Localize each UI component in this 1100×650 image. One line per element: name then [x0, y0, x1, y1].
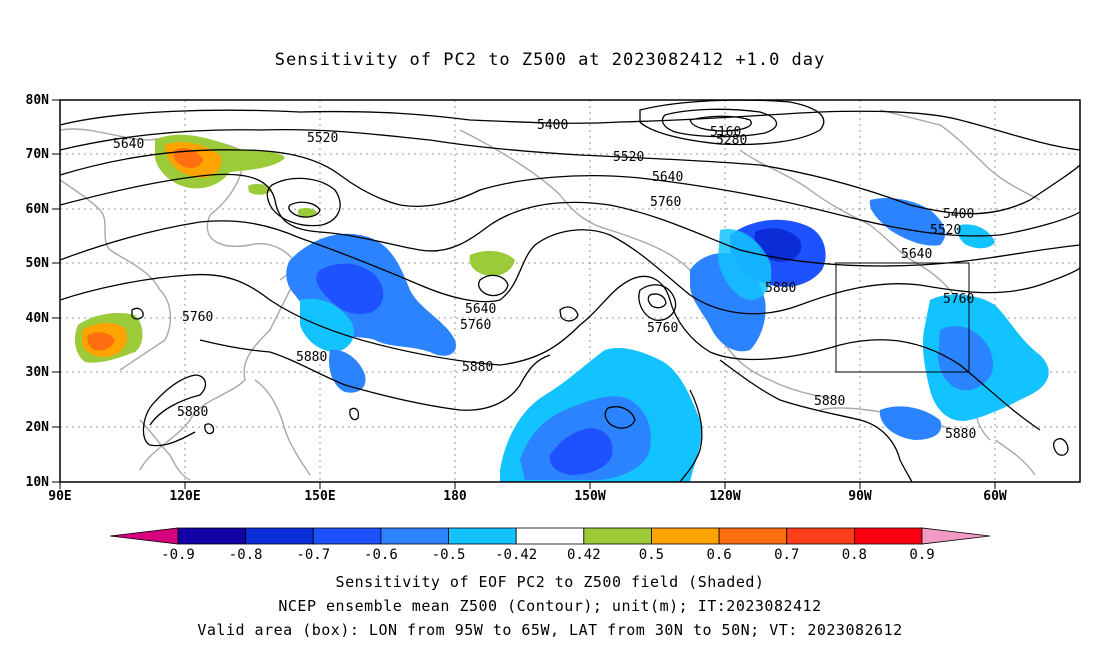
colorbar-label: -0.9: [161, 547, 195, 563]
contour-label: 5400: [943, 207, 974, 222]
colorbar-swatch: [515, 527, 585, 545]
lon-label: 180: [443, 489, 467, 504]
contour-label: 5760: [650, 195, 681, 210]
lat-label: 30N: [26, 365, 50, 380]
lat-label: 50N: [26, 256, 50, 271]
colorbar-swatch: [312, 527, 382, 545]
plot-frame: [59, 99, 1081, 483]
contour-label: 5520: [307, 131, 338, 146]
contour-label: 5880: [296, 350, 327, 365]
contour-labels: 5640 5520 5400 5160 5280 5520 5640 5760 …: [113, 118, 976, 442]
colorbar-label: -0.42: [495, 547, 537, 563]
lon-label: 120W: [709, 489, 740, 504]
contour-label: 5280: [716, 133, 747, 148]
contour-label: 5880: [945, 427, 976, 442]
negative-shading: [286, 198, 1049, 482]
contour-label: 5640: [652, 170, 683, 185]
colorbar-label: -0.6: [364, 547, 398, 563]
lon-label: 90E: [48, 489, 71, 504]
contour-label: 5640: [901, 247, 932, 262]
z500-contours: [59, 99, 1081, 483]
lon-label: 60W: [983, 489, 1007, 504]
contour-label: 5760: [460, 318, 491, 333]
contour-label: 5640: [465, 302, 496, 317]
colorbar-label: 0.5: [639, 547, 664, 563]
valid-area-box: [835, 262, 970, 373]
contour-label: 5400: [537, 118, 568, 133]
lat-label: 60N: [26, 202, 50, 217]
colorbar-labels: -0.9 -0.8 -0.7 -0.6 -0.5 -0.42 0.42 0.5 0.6 0.7 0.…: [161, 547, 935, 563]
colorbar-label: 0.8: [842, 547, 867, 563]
colorbar-label: -0.5: [432, 547, 466, 563]
lon-label: 150W: [574, 489, 605, 504]
colorbar-label: 0.6: [706, 547, 731, 563]
colorbar-swatch: [380, 527, 449, 545]
colorbar: [109, 527, 991, 545]
lon-labels: 90E 120E 150E 180 150W 120W 90W 60W: [48, 489, 1007, 504]
colorbar-swatch: [718, 527, 788, 545]
contour-label: 5520: [613, 150, 644, 165]
map-title: Sensitivity of PC2 to Z500 at 2023082412…: [274, 50, 826, 70]
contour-label: 5880: [814, 394, 845, 409]
colorbar-swatch: [448, 527, 517, 545]
contour-label: 5760: [182, 310, 213, 325]
positive-shading: [74, 134, 515, 363]
colorbar-label: 0.7: [774, 547, 799, 563]
contour-label: 5880: [765, 281, 796, 296]
lat-label: 10N: [26, 475, 50, 490]
contour-label: 5640: [113, 137, 144, 152]
footer-line-3: Valid area (box): LON from 95W to 65W, L…: [197, 621, 903, 639]
colorbar-swatch: [786, 527, 855, 545]
lat-label: 70N: [26, 147, 50, 162]
lat-label: 80N: [26, 93, 50, 108]
lon-label: 150E: [304, 489, 335, 504]
colorbar-triangle-low: [109, 527, 179, 545]
footer-line-1: Sensitivity of EOF PC2 to Z500 field (Sh…: [335, 573, 765, 591]
colorbar-label: 0.9: [909, 547, 934, 563]
colorbar-swatch: [245, 527, 314, 545]
contour-label: 5880: [462, 360, 493, 375]
contour-label: 5880: [177, 405, 208, 420]
colorbar-swatch: [583, 527, 652, 545]
colorbar-swatch: [651, 527, 720, 545]
colorbar-label: 0.42: [567, 547, 601, 563]
colorbar-triangle-high: [921, 527, 991, 545]
lon-label: 120E: [169, 489, 200, 504]
contour-label: 5520: [930, 223, 961, 238]
lat-labels: 80N 70N 60N 50N 40N 30N 20N 10N: [26, 93, 50, 490]
lon-label: 90W: [848, 489, 872, 504]
colorbar-label: -0.8: [229, 547, 263, 563]
contour-label: 5160: [710, 125, 741, 140]
contour-label: 5760: [943, 292, 974, 307]
colorbar-swatch: [177, 527, 247, 545]
lat-label: 20N: [26, 420, 50, 435]
contour-label: 5760: [647, 321, 678, 336]
lat-label: 40N: [26, 311, 50, 326]
colorbar-label: -0.7: [296, 547, 330, 563]
footer-line-2: NCEP ensemble mean Z500 (Contour); unit(…: [278, 597, 822, 615]
colorbar-swatch: [853, 527, 923, 545]
axis-ticks: [52, 99, 996, 489]
